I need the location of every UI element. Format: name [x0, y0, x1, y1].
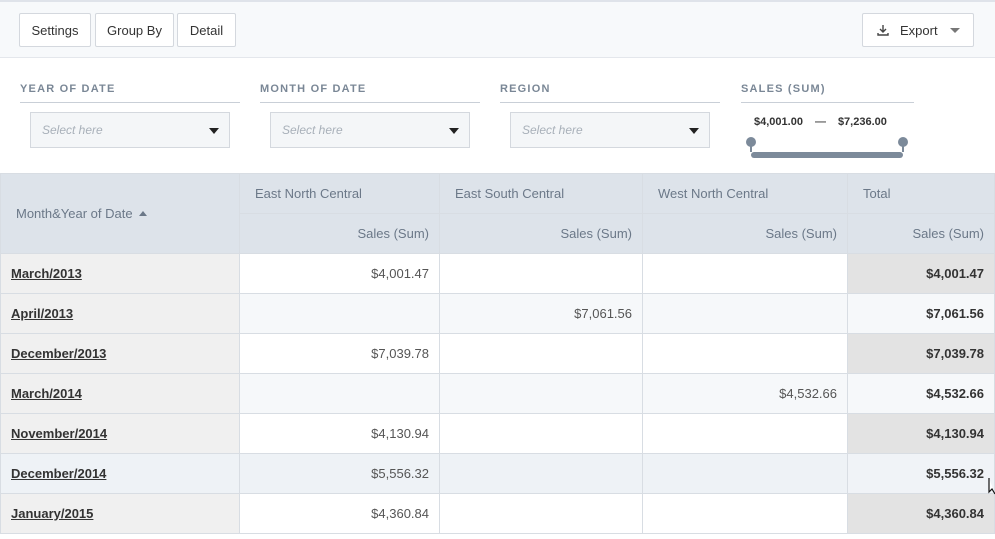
slider-handle-max[interactable] [897, 136, 909, 152]
download-icon [877, 25, 889, 36]
row-header-month-year[interactable]: Month&Year of Date [0, 173, 240, 254]
value-cell[interactable]: $4,360.84 [239, 493, 440, 534]
measure-header[interactable]: Sales (Sum) [239, 213, 440, 254]
total-cell[interactable]: $4,360.84 [847, 493, 995, 534]
group-by-button[interactable]: Group By [95, 13, 174, 47]
value-cell[interactable] [239, 373, 440, 414]
export-button[interactable]: Export [862, 13, 974, 47]
row-header-label: Month&Year of Date [16, 206, 133, 221]
table-row: April/2013 $7,061.56 $7,061.56 [0, 293, 995, 334]
value-cell[interactable] [642, 453, 848, 494]
row-label-link[interactable]: November/2014 [11, 426, 108, 441]
table-row: November/2014 $4,130.94 $4,130.94 [0, 413, 995, 454]
month-filter-placeholder: Select here [282, 123, 343, 137]
column-header-west-north-central[interactable]: West North Central [642, 173, 848, 214]
row-label-link[interactable]: December/2014 [11, 466, 107, 481]
column-header-east-south-central[interactable]: East South Central [439, 173, 643, 214]
row-label-link[interactable]: April/2013 [11, 306, 74, 321]
row-label-cell: November/2014 [0, 413, 240, 454]
value-cell[interactable] [439, 413, 643, 454]
total-cell[interactable]: $7,061.56 [847, 293, 995, 334]
table-row: March/2014 $4,532.66 $4,532.66 [0, 373, 995, 414]
detail-button[interactable]: Detail [177, 13, 236, 47]
measure-header[interactable]: Sales (Sum) [439, 213, 643, 254]
value-cell[interactable] [239, 293, 440, 334]
chevron-down-icon [209, 128, 219, 134]
value-cell[interactable] [642, 293, 848, 334]
region-filter-divider [500, 102, 720, 103]
month-filter-select[interactable]: Select here [270, 112, 470, 148]
value-cell[interactable] [439, 453, 643, 494]
value-cell[interactable]: $7,061.56 [439, 293, 643, 334]
chevron-down-icon [689, 128, 699, 134]
export-label: Export [900, 22, 938, 38]
total-cell[interactable]: $5,556.32 [847, 453, 995, 494]
mouse-cursor-icon [988, 478, 995, 495]
month-filter-divider [260, 102, 480, 103]
sales-range-track[interactable] [751, 152, 903, 158]
measure-header[interactable]: Sales (Sum) [642, 213, 848, 254]
value-cell[interactable] [439, 253, 643, 294]
value-cell[interactable]: $4,001.47 [239, 253, 440, 294]
column-header-east-north-central[interactable]: East North Central [239, 173, 440, 214]
row-label-link[interactable]: March/2014 [11, 386, 82, 401]
value-cell[interactable]: $4,130.94 [239, 413, 440, 454]
settings-button[interactable]: Settings [19, 13, 91, 47]
region-filter-placeholder: Select here [522, 123, 583, 137]
total-cell[interactable]: $7,039.78 [847, 333, 995, 374]
column-header-total[interactable]: Total [847, 173, 995, 214]
chevron-down-icon [449, 128, 459, 134]
chevron-down-icon [949, 27, 960, 33]
value-cell[interactable] [642, 493, 848, 534]
row-label-link[interactable]: December/2013 [11, 346, 107, 361]
table-row: December/2013 $7,039.78 $7,039.78 [0, 333, 995, 374]
row-label-cell: March/2014 [0, 373, 240, 414]
year-filter-select[interactable]: Select here [30, 112, 230, 148]
table-row: December/2014 $5,556.32 $5,556.32 [0, 453, 995, 494]
value-cell[interactable]: $7,039.78 [239, 333, 440, 374]
row-label-link[interactable]: March/2013 [11, 266, 82, 281]
row-label-cell: March/2013 [0, 253, 240, 294]
filter-bar: YEAR OF DATE Select here MONTH OF DATE S… [0, 58, 995, 173]
value-cell[interactable]: $4,532.66 [642, 373, 848, 414]
slider-handle-min[interactable] [745, 136, 757, 152]
region-filter-label: REGION [500, 83, 551, 95]
table-row: January/2015 $4,360.84 $4,360.84 [0, 493, 995, 534]
year-filter-placeholder: Select here [42, 123, 103, 137]
sales-range-max: $7,236.00 [837, 116, 887, 128]
row-label-link[interactable]: January/2015 [11, 506, 94, 521]
measure-header[interactable]: Sales (Sum) [847, 213, 995, 254]
pivot-table: Month&Year of Date East North Central Ea… [0, 173, 995, 539]
value-cell[interactable] [439, 493, 643, 534]
month-filter-label: MONTH OF DATE [260, 83, 367, 95]
value-cell[interactable] [439, 373, 643, 414]
sales-range-values: $4,001.00 — $7,236.00 [754, 116, 887, 128]
range-dash: — [814, 116, 826, 128]
row-label-cell: December/2013 [0, 333, 240, 374]
year-filter-label: YEAR OF DATE [20, 83, 116, 95]
value-cell[interactable] [642, 413, 848, 454]
total-cell[interactable]: $4,001.47 [847, 253, 995, 294]
row-label-cell: December/2014 [0, 453, 240, 494]
value-cell[interactable] [642, 333, 848, 374]
value-cell[interactable] [439, 333, 643, 374]
value-cell[interactable]: $5,556.32 [239, 453, 440, 494]
region-filter-select[interactable]: Select here [510, 112, 710, 148]
total-cell[interactable]: $4,532.66 [847, 373, 995, 414]
toolbar: Settings Group By Detail Export [0, 0, 995, 58]
sales-filter-divider [741, 102, 914, 103]
table-row: March/2013 $4,001.47 $4,001.47 [0, 253, 995, 294]
sales-range-min: $4,001.00 [754, 116, 803, 128]
sort-ascending-icon [138, 211, 147, 216]
sales-filter-label: SALES (SUM) [741, 83, 826, 95]
value-cell[interactable] [642, 253, 848, 294]
row-label-cell: January/2015 [0, 493, 240, 534]
total-cell[interactable]: $4,130.94 [847, 413, 995, 454]
row-label-cell: April/2013 [0, 293, 240, 334]
year-filter-divider [20, 102, 240, 103]
